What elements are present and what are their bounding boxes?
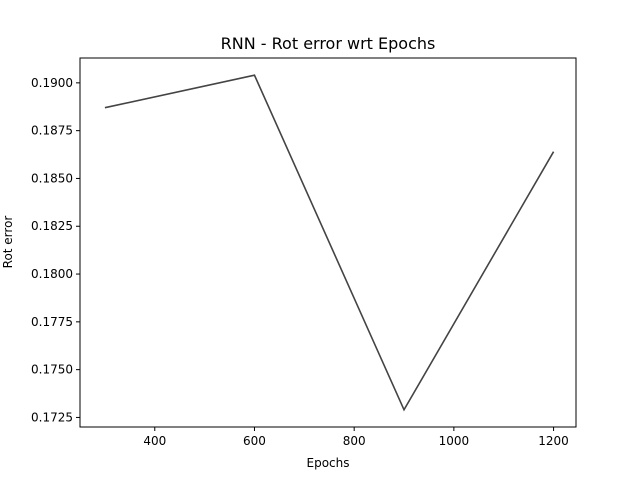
y-tick-label: 0.1725 [31, 410, 73, 424]
plot-area [79, 57, 577, 428]
y-axis: 0.1725 0.1750 0.1775 0.1800 0.1825 0.1850 0.18… [31, 76, 80, 424]
x-tick-label: 400 [143, 434, 166, 448]
x-axis-label: Epochs [307, 456, 350, 470]
series-line [104, 74, 555, 412]
x-tick-label: 600 [243, 434, 266, 448]
series-layer [104, 74, 555, 412]
y-tick-label: 0.1750 [31, 363, 73, 377]
y-tick-label: 0.1900 [31, 76, 73, 90]
chart-title: RNN - Rot error wrt Epochs [221, 34, 436, 53]
x-tick-label: 1200 [538, 434, 569, 448]
y-tick-label: 0.1850 [31, 171, 73, 185]
y-tick-label: 0.1825 [31, 219, 73, 233]
plot-frame [79, 57, 577, 428]
y-tick-label: 0.1775 [31, 315, 73, 329]
x-axis: 400 600 800 1000 1200 [143, 427, 569, 448]
x-tick-label: 800 [343, 434, 366, 448]
y-axis-label: Rot error [1, 216, 15, 269]
y-tick-label: 0.1800 [31, 267, 73, 281]
x-tick-label: 1000 [439, 434, 470, 448]
y-tick-label: 0.1875 [31, 124, 73, 138]
